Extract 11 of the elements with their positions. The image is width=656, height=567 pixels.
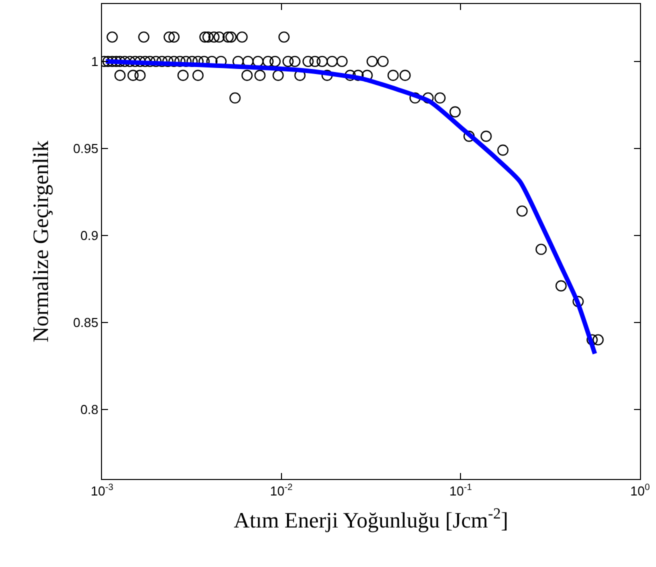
y-tick-label: 0.8 <box>80 402 98 417</box>
x-axis-title: Atım Enerji Yoğunluğu [Jcm$^{-2}$] <box>234 505 508 532</box>
y-tick-label: 1 <box>91 54 98 69</box>
x-tick-label: 10$^{-1}$ <box>449 482 472 499</box>
y-tick-label: 0.85 <box>73 314 98 330</box>
y-axis-title: Normalize Geçirgenlik <box>28 140 53 342</box>
y-tick-label: 0.95 <box>73 140 98 156</box>
x-tick-label: 10$^{-3}$ <box>90 482 114 499</box>
y-tick-label: 0.9 <box>80 228 98 243</box>
x-tick-label: 10$^{0}$ <box>630 482 650 499</box>
x-tick-label: 10$^{-2}$ <box>270 482 293 499</box>
